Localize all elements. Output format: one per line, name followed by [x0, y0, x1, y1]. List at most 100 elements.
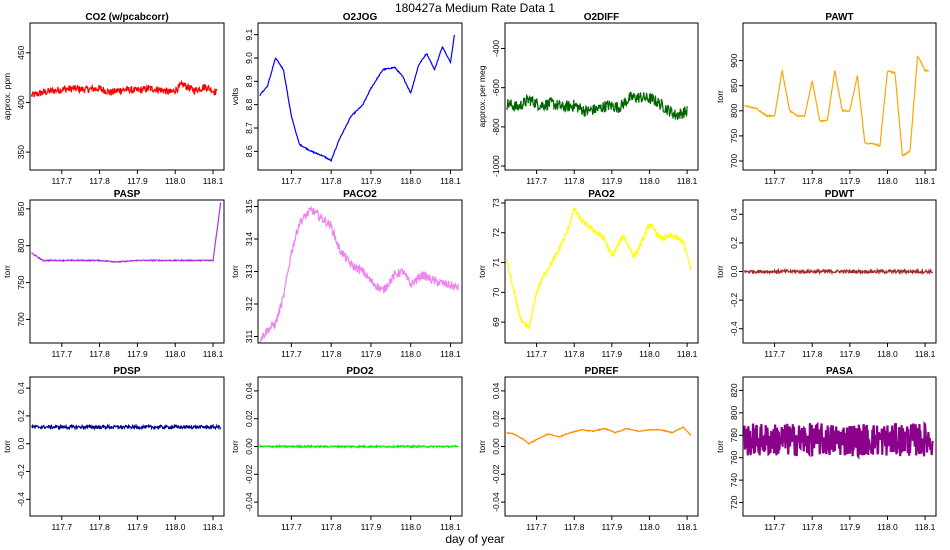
- x-tick-label: 117.8: [564, 349, 585, 359]
- x-tick-label: 118.1: [440, 522, 461, 532]
- panel-2: O2DIFF -1000 -800 -600 -400 approx. per meg 11…: [477, 12, 699, 186]
- series-line: [506, 91, 688, 121]
- x-tick-label: 118.1: [203, 176, 224, 186]
- x-tick-label: 117.7: [764, 522, 785, 532]
- y-tick-label: 350: [16, 145, 26, 159]
- y-tick-label: 0.0: [729, 265, 739, 277]
- y-tick-label: 850: [729, 78, 739, 92]
- x-tick-label: 117.9: [361, 176, 382, 186]
- y-tick-label: 71: [491, 258, 501, 268]
- y-tick-label: 760: [729, 450, 739, 464]
- y-axis-label: torr: [715, 90, 725, 103]
- series-line: [30, 79, 218, 98]
- y-tick-label: 73: [491, 198, 501, 208]
- x-tick-label: 117.8: [564, 522, 585, 532]
- y-axis-label: torr: [2, 440, 12, 453]
- panel-0: CO2 (w/pcabcorr) 350 400 450 approx. ppm 117.…: [2, 12, 225, 186]
- x-tick-label: 118.0: [400, 349, 421, 359]
- panel-title: O2DIFF: [584, 12, 620, 23]
- x-tick-label: 117.9: [127, 349, 148, 359]
- y-tick-label: 400: [16, 95, 26, 109]
- x-tick-label: 118.0: [400, 176, 421, 186]
- y-tick-label: -0.4: [729, 321, 739, 336]
- y-tick-label: -0.2: [16, 464, 26, 479]
- x-tick-label: 117.8: [89, 349, 110, 359]
- y-tick-label: 850: [16, 201, 26, 215]
- x-tick-label: 117.7: [764, 176, 785, 186]
- x-tick-label: 117.8: [321, 522, 342, 532]
- y-tick-label: 69: [491, 317, 501, 327]
- y-tick-label: 800: [16, 238, 26, 252]
- x-tick-label: 118.1: [915, 349, 936, 359]
- y-tick-label: 0.02: [491, 410, 501, 427]
- y-tick-label: 700: [16, 312, 26, 326]
- x-tick-label: 118.0: [877, 176, 898, 186]
- y-axis-label: torr: [477, 265, 487, 278]
- y-tick-label: -0.02: [491, 464, 501, 484]
- y-tick-label: 0.04: [244, 382, 254, 399]
- y-tick-label: 8.9: [244, 75, 254, 87]
- y-axis-label: torr: [715, 265, 725, 278]
- x-tick-label: 118.1: [203, 349, 224, 359]
- y-tick-label: 314: [244, 232, 254, 246]
- series-line: [505, 206, 692, 330]
- panel-title: PDO2: [346, 366, 374, 377]
- y-tick-label: 0.4: [729, 208, 739, 220]
- y-tick-label: -0.04: [491, 492, 501, 512]
- panel-4: PASP 700 750 800 850 torr 117.7 117.8 117.9 118.0…: [2, 189, 225, 359]
- y-tick-label: 740: [729, 473, 739, 487]
- x-tick-label: 118.0: [400, 522, 421, 532]
- x-tick-label: 117.7: [51, 522, 72, 532]
- y-tick-label: 0.4: [16, 382, 26, 394]
- y-tick-label: 800: [729, 406, 739, 420]
- x-tick-label: 118.0: [877, 522, 898, 532]
- panel-title: CO2 (w/pcabcorr): [85, 12, 168, 23]
- y-tick-label: 312: [244, 297, 254, 311]
- x-tick-label: 117.9: [840, 522, 861, 532]
- x-tick-label: 117.7: [526, 522, 547, 532]
- panel-1: O2JOG 8.6 8.7 8.8 8.9 9.0 9.1 volts 117.7 117.8 11…: [230, 12, 463, 186]
- x-tick-label: 118.0: [639, 522, 660, 532]
- y-tick-label: 9.0: [244, 52, 254, 64]
- y-tick-label: 9.1: [244, 28, 254, 40]
- x-tick-label: 117.9: [127, 522, 148, 532]
- y-tick-label: 0.2: [16, 410, 26, 422]
- y-tick-label: -400: [491, 40, 501, 57]
- y-axis-label: approx. per meg: [477, 65, 487, 127]
- y-tick-label: 720: [729, 495, 739, 509]
- panel-title: O2JOG: [343, 12, 378, 23]
- y-tick-label: 0.00: [491, 438, 501, 455]
- y-axis-label: torr: [477, 440, 487, 453]
- panel-title: PDREF: [585, 366, 619, 377]
- plot-frame: [504, 22, 699, 171]
- y-tick-label: -600: [491, 79, 501, 96]
- y-axis-label: torr: [715, 440, 725, 453]
- x-tick-label: 118.0: [165, 176, 186, 186]
- panel-11: PASA 720 740 760 780 800 820 torr 117.7 117.8 117.…: [715, 366, 937, 532]
- series-line: [259, 443, 459, 449]
- x-tick-label: 117.7: [281, 522, 302, 532]
- y-axis-label: approx. ppm: [2, 73, 12, 120]
- y-tick-label: -1000: [491, 155, 501, 177]
- y-tick-label: -0.2: [729, 293, 739, 308]
- x-tick-label: 118.1: [915, 176, 936, 186]
- x-tick-label: 117.8: [802, 522, 823, 532]
- x-tick-label: 118.0: [639, 176, 660, 186]
- panel-3: PAWT 700 750 800 850 900 torr 117.7 117.8 117.9 11…: [715, 12, 937, 186]
- series-line: [31, 202, 222, 264]
- x-tick-label: 117.7: [281, 349, 302, 359]
- x-tick-label: 118.1: [440, 349, 461, 359]
- panel-title: PACO2: [343, 189, 377, 200]
- plot-frame: [504, 199, 699, 344]
- plot-frame: [742, 376, 937, 517]
- panel-7: PDWT -0.4 -0.2 0.0 0.2 0.4 torr 117.7 117.8 117.9…: [715, 189, 937, 359]
- panel-8: PDSP -0.4 -0.2 0.0 0.2 0.4 torr 117.7 117.8 117.9…: [2, 366, 225, 532]
- x-tick-label: 117.8: [321, 349, 342, 359]
- plot-frame: [29, 22, 225, 171]
- x-tick-label: 118.1: [203, 522, 224, 532]
- series-line: [744, 55, 930, 157]
- panel-title: PAWT: [825, 12, 853, 23]
- x-tick-label: 117.9: [127, 176, 148, 186]
- y-tick-label: 700: [729, 154, 739, 168]
